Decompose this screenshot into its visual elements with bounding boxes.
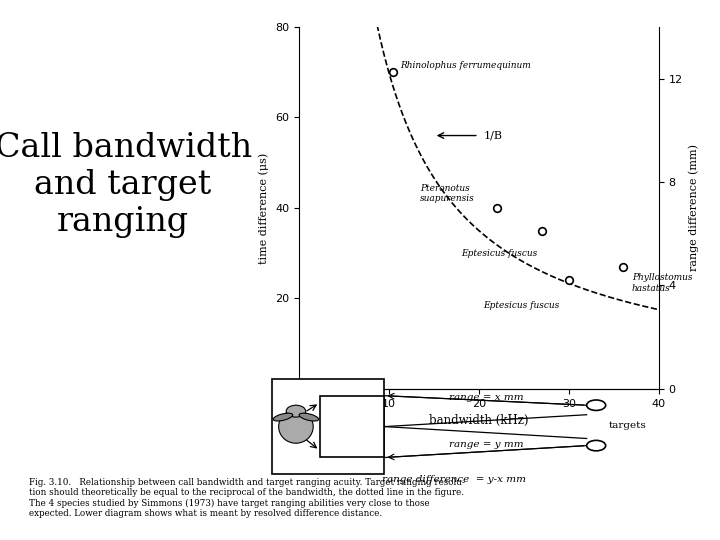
Text: targets: targets bbox=[609, 421, 647, 430]
FancyBboxPatch shape bbox=[272, 379, 384, 474]
Text: range = y mm: range = y mm bbox=[449, 440, 524, 449]
Text: range difference  = y-x mm: range difference = y-x mm bbox=[382, 475, 526, 484]
Ellipse shape bbox=[299, 413, 319, 421]
Circle shape bbox=[587, 400, 606, 410]
Ellipse shape bbox=[273, 413, 293, 421]
Y-axis label: range difference (mm): range difference (mm) bbox=[688, 144, 699, 272]
Text: 1/B: 1/B bbox=[483, 131, 503, 140]
Text: range = x mm: range = x mm bbox=[449, 393, 524, 402]
FancyBboxPatch shape bbox=[320, 396, 384, 457]
Text: Pteronotus
suapurensis: Pteronotus suapurensis bbox=[420, 184, 475, 204]
Ellipse shape bbox=[279, 410, 313, 443]
Circle shape bbox=[587, 441, 606, 451]
Text: Eptesicus fuscus: Eptesicus fuscus bbox=[461, 248, 537, 258]
Text: Eptesicus fuscus: Eptesicus fuscus bbox=[483, 301, 559, 309]
Text: Fig. 3.10.   Relationship between call bandwidth and target ranging acuity. Targ: Fig. 3.10. Relationship between call ban… bbox=[29, 478, 465, 518]
Text: Call bandwidth
and target
ranging: Call bandwidth and target ranging bbox=[0, 132, 252, 238]
Y-axis label: time difference (μs): time difference (μs) bbox=[258, 152, 269, 264]
X-axis label: bandwidth (kHz): bandwidth (kHz) bbox=[429, 414, 528, 427]
Ellipse shape bbox=[286, 405, 305, 417]
Text: Rhinolophus ferrumequinum: Rhinolophus ferrumequinum bbox=[400, 61, 531, 70]
Text: Phyllostomus
hastatus: Phyllostomus hastatus bbox=[632, 273, 693, 293]
